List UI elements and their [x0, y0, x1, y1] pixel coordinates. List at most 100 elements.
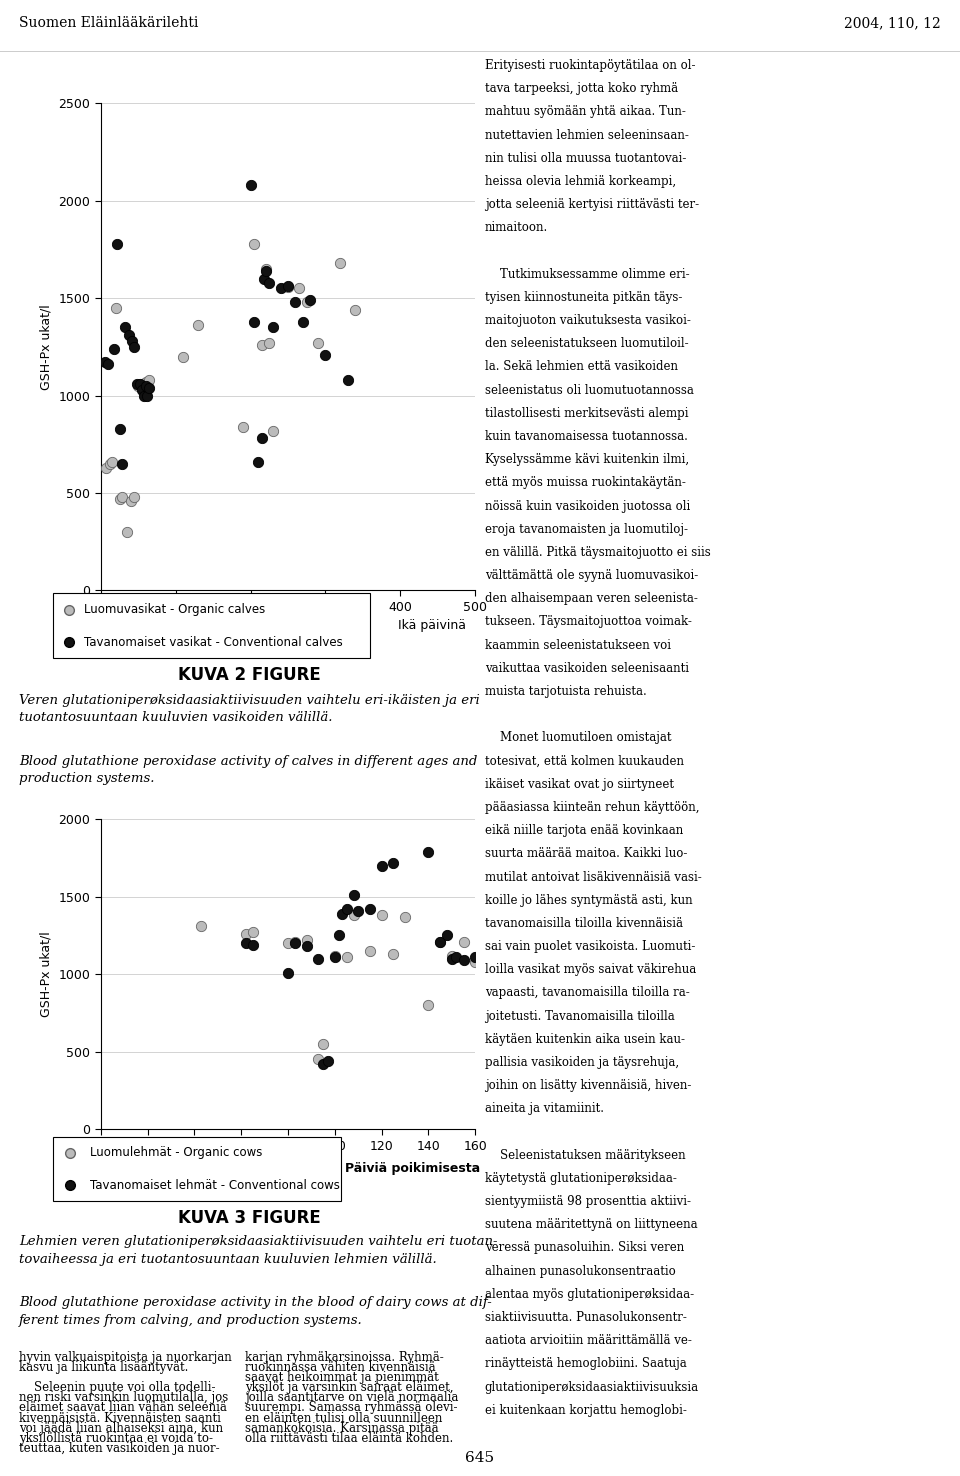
Text: olla riittävästi tilaa eläintä kohden.: olla riittävästi tilaa eläintä kohden.	[245, 1432, 453, 1445]
Text: Erityisesti ruokintapöytätilaa on ol-: Erityisesti ruokintapöytätilaa on ol-	[485, 59, 695, 72]
Point	[346, 903, 361, 927]
Text: den seleenistatukseen luomutiloil-: den seleenistatukseen luomutiloil-	[485, 337, 688, 350]
Point	[134, 378, 150, 401]
Text: sai vain puolet vasikoista. Luomuti-: sai vain puolet vasikoista. Luomuti-	[485, 940, 695, 953]
Text: Seleenin puute voi olla todelli-: Seleenin puute voi olla todelli-	[19, 1382, 216, 1395]
Text: maitojuoton vaikutuksesta vasikoi-: maitojuoton vaikutuksesta vasikoi-	[485, 314, 690, 328]
Point	[348, 298, 363, 322]
Point	[292, 276, 307, 300]
Text: kivennäisistä. Kivennäisten saanti: kivennäisistä. Kivennäisten saanti	[19, 1411, 221, 1424]
Point	[287, 931, 302, 955]
Text: suurta määrää maitoa. Kaikki luo-: suurta määrää maitoa. Kaikki luo-	[485, 847, 687, 861]
Point	[280, 275, 296, 298]
Y-axis label: GSH-Px ukat/l: GSH-Px ukat/l	[40, 931, 53, 1017]
Point	[333, 251, 348, 275]
FancyBboxPatch shape	[53, 1137, 341, 1201]
Text: suurempi. Samassa ryhmässä olevi-: suurempi. Samassa ryhmässä olevi-	[245, 1402, 457, 1414]
Point	[119, 520, 134, 543]
Text: nin tulisi olla muussa tuotantovai-: nin tulisi olla muussa tuotantovai-	[485, 152, 686, 165]
Point	[127, 486, 142, 509]
Text: heissa olevia lehmiä korkeampi,: heissa olevia lehmiä korkeampi,	[485, 176, 676, 187]
Text: pääasiassa kiinteän rehun käyttöön,: pääasiassa kiinteän rehun käyttöön,	[485, 801, 699, 813]
Point	[265, 419, 280, 443]
Text: nen riski varsinkin luomutilalla, jos: nen riski varsinkin luomutilalla, jos	[19, 1392, 228, 1404]
Text: mutilat antoivat lisäkivennäisiä vasi-: mutilat antoivat lisäkivennäisiä vasi-	[485, 871, 702, 884]
Point	[107, 337, 122, 360]
Point	[468, 945, 483, 968]
Text: glutationiperøksidaasiaktiivisuuksia: glutationiperøksidaasiaktiivisuuksia	[485, 1380, 699, 1393]
Text: eikä niille tarjota enää kovinkaan: eikä niille tarjota enää kovinkaan	[485, 824, 684, 837]
Text: ei kuitenkaan korjattu hemoglobi-: ei kuitenkaan korjattu hemoglobi-	[485, 1404, 686, 1417]
Point	[316, 1052, 331, 1076]
Point	[127, 335, 142, 359]
Point	[310, 331, 325, 354]
Text: kuin tavanomaisessa tuotannossa.: kuin tavanomaisessa tuotannossa.	[485, 430, 687, 443]
Point	[302, 288, 318, 311]
Text: tavanomaisilla tiloilla kivennäisiä: tavanomaisilla tiloilla kivennäisiä	[485, 917, 683, 930]
Text: ruokinnassa vähiten kivennäisiä: ruokinnassa vähiten kivennäisiä	[245, 1361, 436, 1374]
Point	[362, 897, 377, 921]
Point	[176, 345, 191, 369]
Point	[320, 1049, 335, 1073]
Text: kasvu ja liikunta lisääntyvät.: kasvu ja liikunta lisääntyvät.	[19, 1361, 188, 1374]
Text: Tavanomaiset vasikat - Conventional calves: Tavanomaiset vasikat - Conventional calv…	[84, 636, 344, 648]
Text: KUVA 2 FIGURE: KUVA 2 FIGURE	[179, 666, 321, 685]
Text: samankokoisia. Karsinassa pitää: samankokoisia. Karsinassa pitää	[245, 1421, 439, 1435]
Point	[362, 939, 377, 962]
Point	[111, 487, 127, 511]
Text: joilla saantitarve on vielä normaalia: joilla saantitarve on vielä normaalia	[245, 1392, 458, 1404]
Point	[444, 943, 460, 967]
Text: hyvin valkuaispitoista ja nuorkarjan: hyvin valkuaispitoista ja nuorkarjan	[19, 1351, 232, 1364]
Text: että myös muissa ruokintakäytän-: että myös muissa ruokintakäytän-	[485, 477, 685, 490]
Text: joihin on lisätty kivennäisiä, hiven-: joihin on lisätty kivennäisiä, hiven-	[485, 1079, 691, 1092]
Point	[247, 310, 262, 334]
Point	[194, 914, 209, 937]
Text: Luomulehmät - Organic cows: Luomulehmät - Organic cows	[90, 1147, 263, 1159]
Text: en välillä. Pitkä täysmaitojuotto ei siis: en välillä. Pitkä täysmaitojuotto ei sii…	[485, 546, 710, 559]
Point	[101, 353, 116, 376]
Point	[247, 232, 262, 255]
Point	[339, 945, 354, 968]
Point	[299, 928, 314, 952]
Text: aineita ja vitamiinit.: aineita ja vitamiinit.	[485, 1103, 604, 1116]
Text: KUVA 3 FIGURE: KUVA 3 FIGURE	[179, 1209, 321, 1228]
Text: Seleenistatuksen määritykseen: Seleenistatuksen määritykseen	[485, 1148, 685, 1162]
Point	[299, 934, 314, 958]
Text: muista tarjotuista rehuista.: muista tarjotuista rehuista.	[485, 685, 646, 698]
Point	[238, 931, 253, 955]
Text: alhainen punasolukonsentraatio: alhainen punasolukonsentraatio	[485, 1265, 676, 1278]
Point	[296, 310, 311, 334]
Text: siaktiivisuutta. Punasolukonsentr-: siaktiivisuutta. Punasolukonsentr-	[485, 1311, 686, 1324]
Text: nimaitoon.: nimaitoon.	[485, 221, 548, 235]
FancyBboxPatch shape	[53, 593, 370, 658]
Text: vaikuttaa vasikoiden seleenisaanti: vaikuttaa vasikoiden seleenisaanti	[485, 661, 688, 675]
Text: Monet luomutiloen omistajat: Monet luomutiloen omistajat	[485, 732, 671, 744]
Text: koille jo lähes syntymästä asti, kun: koille jo lähes syntymästä asti, kun	[485, 893, 692, 906]
Point	[334, 902, 349, 925]
Point	[139, 384, 155, 407]
Point	[468, 951, 483, 974]
Point	[288, 291, 303, 314]
Text: Blood glutathione peroxidase activity of calves in different ages and
production: Blood glutathione peroxidase activity of…	[19, 754, 477, 785]
Point	[339, 897, 354, 921]
Text: tilastollisesti merkitsevästi alempi: tilastollisesti merkitsevästi alempi	[485, 407, 688, 419]
Text: Kyselyssämme kävi kuitenkin ilmi,: Kyselyssämme kävi kuitenkin ilmi,	[485, 453, 689, 466]
Point	[261, 331, 277, 354]
Text: tukseen. Täysmaitojuottoa voimak-: tukseen. Täysmaitojuottoa voimak-	[485, 615, 691, 629]
Text: Blood glutathione peroxidase activity in the blood of dairy cows at dif-
ferent : Blood glutathione peroxidase activity in…	[19, 1296, 492, 1327]
Text: jotta seleeniä kertyisi riittävästi ter-: jotta seleeniä kertyisi riittävästi ter-	[485, 198, 699, 211]
Text: sientyymiistä 98 prosenttia aktiivi-: sientyymiistä 98 prosenttia aktiivi-	[485, 1196, 691, 1207]
Point	[114, 452, 130, 475]
Point	[117, 316, 132, 339]
Text: nöissä kuin vasikoiden juotossa oli: nöissä kuin vasikoiden juotossa oli	[485, 499, 690, 512]
Point	[109, 232, 125, 255]
Point	[138, 373, 154, 397]
Point	[420, 840, 436, 863]
Point	[346, 883, 361, 906]
Text: Päiviä poikimisesta: Päiviä poikimisesta	[346, 1163, 480, 1175]
Point	[254, 334, 270, 357]
Point	[134, 372, 150, 396]
Point	[311, 948, 326, 971]
Text: kaammin seleenistatukseen voi: kaammin seleenistatukseen voi	[485, 639, 671, 652]
Point	[131, 373, 146, 397]
